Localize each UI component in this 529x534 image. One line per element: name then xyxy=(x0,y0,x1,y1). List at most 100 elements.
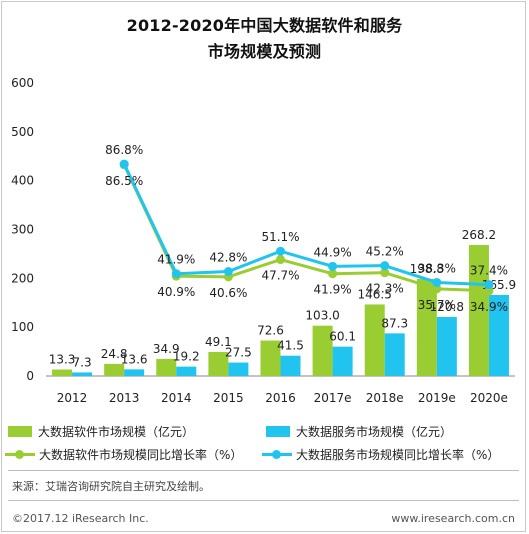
bar-service-value-label: 41.5 xyxy=(277,339,304,353)
legend-software-line-label: 大数据软件市场规模同比增长率（%） xyxy=(39,448,243,462)
point-software-growth xyxy=(432,284,442,294)
bar-service-value-label: 13.6 xyxy=(121,352,148,366)
y-tick-label: 0 xyxy=(26,369,34,383)
bar-software-value-label: 103.0 xyxy=(305,309,339,323)
line-service-growth-label: 41.9% xyxy=(157,253,195,267)
line-software-growth-label: 40.9% xyxy=(157,285,195,299)
legend-service-bar: 大数据服务市场规模（亿元） xyxy=(266,423,452,440)
point-software-growth xyxy=(276,255,285,265)
y-tick-label: 400 xyxy=(11,174,34,188)
bar-software-value-label: 198.8 xyxy=(410,262,444,276)
bar-software xyxy=(312,325,333,376)
line-service-growth-label: 44.9% xyxy=(314,245,352,259)
legend-software-bar: 大数据软件市场规模（亿元） xyxy=(8,423,194,440)
bar-service-value-label: 7.3 xyxy=(73,355,92,369)
bar-software xyxy=(260,340,281,376)
y-tick-label: 500 xyxy=(11,125,34,139)
bar-service xyxy=(280,355,301,376)
point-service-growth xyxy=(119,159,129,169)
line-software-growth-label: 86.5% xyxy=(105,174,143,188)
line-software-growth xyxy=(122,164,490,293)
point-service-growth xyxy=(276,246,285,256)
line-service-growth xyxy=(122,163,490,287)
point-service-growth xyxy=(171,269,181,279)
bar-software-value-label: 13.3 xyxy=(49,353,76,367)
line-service-growth-label: 51.1% xyxy=(261,230,299,244)
point-service-growth xyxy=(328,261,338,271)
bar-software-value-label: 34.9 xyxy=(153,342,180,356)
bar-software xyxy=(208,352,229,376)
y-tick-label: 300 xyxy=(11,223,34,237)
y-tick-label: 100 xyxy=(11,320,34,334)
bar-software xyxy=(364,304,385,376)
point-service-growth xyxy=(484,280,494,290)
line-service-growth-label: 86.8% xyxy=(105,143,143,157)
bar-service-value-label: 120.8 xyxy=(430,300,464,314)
x-tick-label: 2013 xyxy=(109,391,140,405)
point-service-growth xyxy=(380,261,390,271)
bar-service xyxy=(72,372,93,376)
bar-service xyxy=(176,366,197,376)
line-service-growth-label: 42.8% xyxy=(209,250,247,264)
bar-service-value-label: 27.5 xyxy=(225,346,252,360)
divider-bottom xyxy=(8,500,519,501)
bar-service xyxy=(124,369,145,376)
line-software-growth-label: 40.6% xyxy=(209,286,247,300)
bar-service xyxy=(332,346,353,376)
line-software-growth-label: 41.9% xyxy=(314,283,352,297)
bar-service-value-label: 60.1 xyxy=(329,330,356,344)
x-tick-label: 2012 xyxy=(57,391,88,405)
x-tick-label: 2018e xyxy=(366,391,404,405)
source-note: 来源：艾瑞咨询研究院自主研究及绘制。 xyxy=(12,480,210,493)
bar-software xyxy=(52,369,73,376)
point-service-growth xyxy=(432,277,442,287)
line-service-growth-label: 37.4% xyxy=(470,264,508,278)
y-tick-label: 600 xyxy=(11,76,34,90)
footer-website: www.iresearch.com.cn xyxy=(391,512,515,525)
bar-software-value-label: 24.8 xyxy=(101,347,128,361)
bar-software xyxy=(468,245,489,376)
x-tick-label: 2014 xyxy=(161,391,192,405)
legend-service-line-swatch xyxy=(262,449,292,460)
legend-service-bar-label: 大数据服务市场规模（亿元） xyxy=(296,425,453,439)
line-software-growth-label: 34.9% xyxy=(470,300,508,314)
bar-service xyxy=(488,294,509,376)
x-tick-label: 2016 xyxy=(265,391,296,405)
legend-software-line-swatch xyxy=(5,449,35,460)
legend-software-bar-label: 大数据软件市场规模（亿元） xyxy=(38,425,195,439)
chart-title-line2: 市场规模及预测 xyxy=(207,42,322,61)
y-tick-label: 200 xyxy=(11,271,34,285)
bar-software-value-label: 268.2 xyxy=(462,228,496,242)
bar-software xyxy=(416,278,437,376)
legend-service-line-label: 大数据服务市场规模同比增长率（%） xyxy=(296,448,500,462)
footer-copyright: ©2017.12 iResearch Inc. xyxy=(12,512,149,525)
line-service-growth-label: 45.2% xyxy=(366,245,404,259)
bar-service xyxy=(228,362,249,376)
point-software-growth xyxy=(380,268,390,278)
chart-title-line1: 2012-2020年中国大数据软件和服务 xyxy=(126,16,403,35)
bar-software-value-label: 49.1 xyxy=(205,335,232,349)
line-software-growth-label: 47.7% xyxy=(261,269,299,283)
bar-service xyxy=(436,317,457,376)
bar-software-value-label: 146.5 xyxy=(358,287,392,301)
bar-service-value-label: 87.3 xyxy=(381,316,408,330)
legend-software-line: 大数据软件市场规模同比增长率（%） xyxy=(5,446,242,463)
bar-software xyxy=(104,363,125,376)
line-software-growth-label: 42.3% xyxy=(366,282,404,296)
bar-software-value-label: 72.6 xyxy=(257,324,284,338)
bar-software xyxy=(156,358,177,376)
divider-top xyxy=(8,470,519,471)
legend-service-bar-swatch xyxy=(266,426,290,437)
x-tick-label: 2019e xyxy=(418,391,456,405)
x-tick-label: 2015 xyxy=(213,391,244,405)
legend-software-bar-swatch xyxy=(8,426,32,437)
bar-service xyxy=(384,333,405,376)
x-tick-label: 2020e xyxy=(470,391,508,405)
point-software-growth xyxy=(328,269,338,279)
bar-service-value-label: 19.2 xyxy=(173,350,200,364)
legend-service-line: 大数据服务市场规模同比增长率（%） xyxy=(262,446,499,463)
point-service-growth xyxy=(223,266,233,276)
x-tick-label: 2017e xyxy=(314,391,352,405)
line-software-growth-label: 35.7% xyxy=(418,298,456,312)
